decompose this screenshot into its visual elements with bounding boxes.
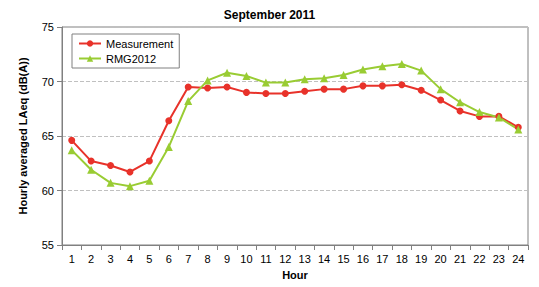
svg-text:17: 17: [376, 253, 388, 265]
svg-text:55: 55: [42, 239, 54, 251]
svg-text:60: 60: [42, 185, 54, 197]
svg-text:3: 3: [107, 253, 113, 265]
svg-text:11: 11: [260, 253, 271, 265]
svg-text:19: 19: [415, 253, 427, 265]
svg-text:75: 75: [42, 21, 54, 33]
svg-text:16: 16: [357, 253, 369, 265]
svg-text:1: 1: [69, 253, 75, 265]
svg-text:22: 22: [473, 253, 485, 265]
svg-text:14: 14: [318, 253, 330, 265]
svg-text:Hour: Hour: [282, 269, 308, 281]
svg-text:7: 7: [185, 253, 191, 265]
svg-text:13: 13: [299, 253, 311, 265]
svg-text:18: 18: [396, 253, 408, 265]
svg-text:Measurement: Measurement: [106, 38, 173, 50]
svg-text:8: 8: [205, 253, 211, 265]
svg-text:RMG2012: RMG2012: [106, 53, 156, 65]
svg-text:12: 12: [279, 253, 291, 265]
svg-text:10: 10: [240, 253, 252, 265]
svg-text:70: 70: [42, 76, 54, 88]
svg-text:20: 20: [435, 253, 447, 265]
svg-text:6: 6: [166, 253, 172, 265]
svg-text:September 2011: September 2011: [224, 8, 316, 22]
svg-text:9: 9: [224, 253, 230, 265]
svg-text:65: 65: [42, 130, 54, 142]
svg-text:Hourly averaged LAeq (dB(A)): Hourly averaged LAeq (dB(A)): [17, 57, 29, 214]
svg-text:21: 21: [454, 253, 466, 265]
svg-text:5: 5: [146, 253, 152, 265]
svg-text:24: 24: [512, 253, 524, 265]
svg-text:2: 2: [88, 253, 94, 265]
svg-text:23: 23: [493, 253, 505, 265]
svg-text:15: 15: [337, 253, 349, 265]
svg-text:4: 4: [127, 253, 133, 265]
